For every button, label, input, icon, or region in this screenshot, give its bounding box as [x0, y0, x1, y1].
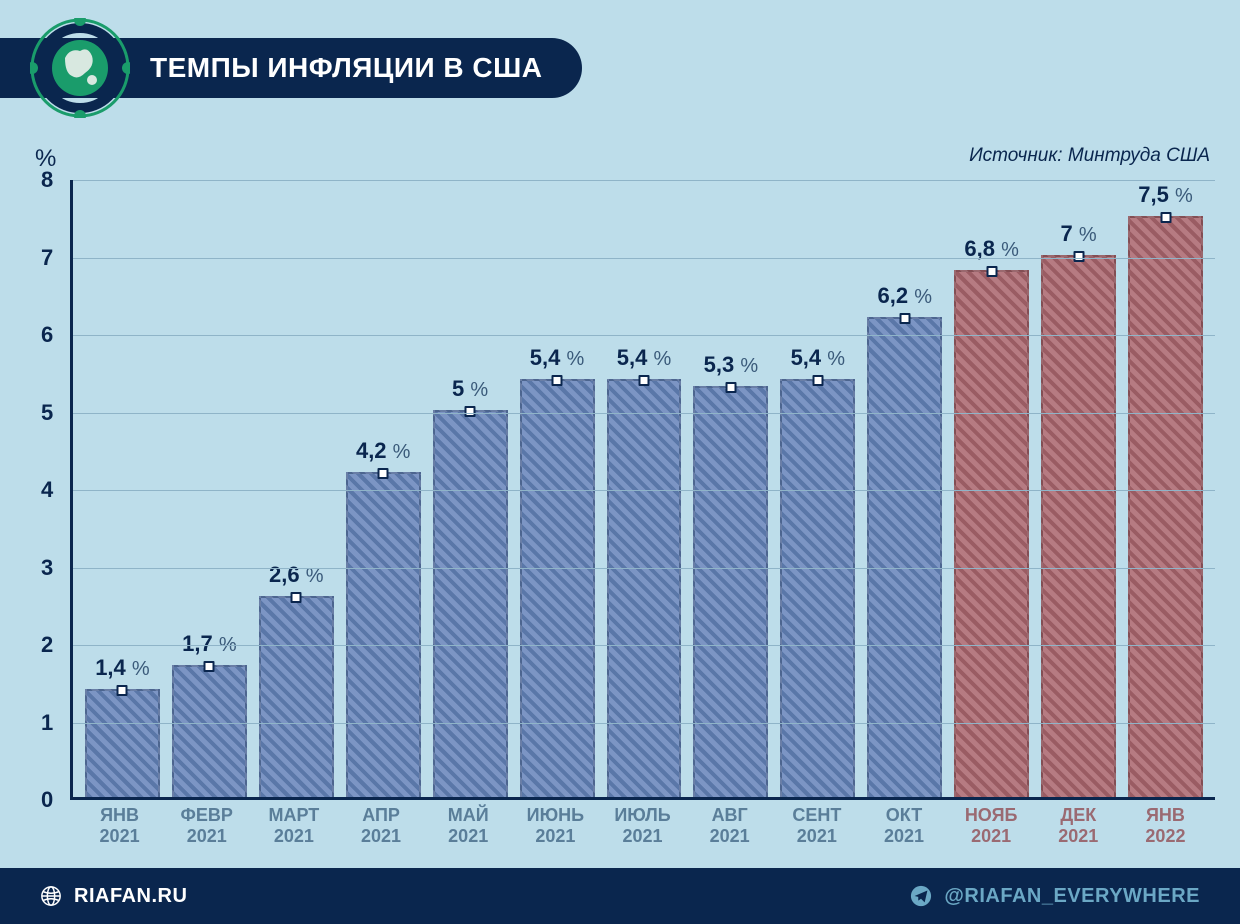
bar-marker: [725, 382, 736, 393]
bar-slot: 5,4 %: [780, 379, 855, 798]
plot-area: 1,4 %1,7 %2,6 %4,2 %5 %5,4 %5,4 %5,3 %5,…: [70, 180, 1215, 800]
gridline: [73, 258, 1215, 259]
bar-value-label: 7 %: [1061, 221, 1097, 247]
y-tick: 5: [41, 400, 53, 426]
y-tick: 0: [41, 787, 53, 813]
gridline: [73, 180, 1215, 181]
bar-value-label: 5 %: [452, 376, 488, 402]
y-tick: 8: [41, 167, 53, 193]
bar: 5,4 %: [520, 379, 595, 798]
gridline: [73, 490, 1215, 491]
bar: 6,2 %: [867, 317, 942, 798]
bar-slot: 5,3 %: [693, 386, 768, 797]
globe-icon: [30, 18, 130, 118]
gridline: [73, 568, 1215, 569]
x-tick-label: НОЯБ2021: [954, 805, 1029, 846]
bar-marker: [204, 661, 215, 672]
y-tick: 2: [41, 632, 53, 658]
bar-marker: [465, 406, 476, 417]
footer-handle-text: @RIAFAN_EVERYWHERE: [944, 885, 1200, 908]
bar-slot: 4,2 %: [346, 472, 421, 798]
gridline: [73, 413, 1215, 414]
bar-slot: 6,2 %: [867, 317, 942, 798]
bar: 5,4 %: [780, 379, 855, 798]
bar-value-label: 5,4 %: [530, 345, 585, 371]
y-tick: 4: [41, 477, 53, 503]
bar-slot: 7,5 %: [1128, 216, 1203, 797]
web-icon: [40, 885, 62, 907]
gridline: [73, 723, 1215, 724]
bar-slot: 2,6 %: [259, 596, 334, 798]
footer-bar: RIAFAN.RU @RIAFAN_EVERYWHERE: [0, 868, 1240, 924]
x-tick-label: ДЕК2021: [1041, 805, 1116, 846]
bar-marker: [378, 468, 389, 479]
bar: 2,6 %: [259, 596, 334, 798]
bar-marker: [638, 375, 649, 386]
bar-marker: [117, 685, 128, 696]
y-tick: 3: [41, 555, 53, 581]
source-label: Источник: Минтруда США: [969, 145, 1210, 167]
bar-value-label: 7,5 %: [1138, 182, 1193, 208]
x-tick-label: ОКТ2021: [866, 805, 941, 846]
inflation-chart: % 1,4 %1,7 %2,6 %4,2 %5 %5,4 %5,4 %5,3 %…: [35, 180, 1215, 830]
x-tick-label: АВГ2021: [692, 805, 767, 846]
x-tick-label: ЯНВ2021: [82, 805, 157, 846]
bar: 1,4 %: [85, 689, 160, 798]
x-tick-label: МАЙ2021: [431, 805, 506, 846]
x-tick-label: СЕНТ2021: [779, 805, 854, 846]
footer-handle: @RIAFAN_EVERYWHERE: [910, 885, 1200, 908]
bar-marker: [552, 375, 563, 386]
bar-marker: [291, 592, 302, 603]
x-tick-label: ФЕВР2021: [169, 805, 244, 846]
bar: 5,3 %: [693, 386, 768, 797]
y-tick: 7: [41, 245, 53, 271]
x-tick-label: ЯНВ2022: [1128, 805, 1203, 846]
bar: 5,4 %: [607, 379, 682, 798]
bar-slot: 6,8 %: [954, 270, 1029, 797]
bar: 7,5 %: [1128, 216, 1203, 797]
x-tick-label: ИЮНЬ2021: [518, 805, 593, 846]
y-tick: 1: [41, 710, 53, 736]
bar-marker: [1160, 212, 1171, 223]
x-tick-label: МАРТ2021: [256, 805, 331, 846]
bar-slot: 5,4 %: [520, 379, 595, 798]
bar-value-label: 5,3 %: [704, 352, 759, 378]
footer-site-text: RIAFAN.RU: [74, 885, 187, 908]
footer-site: RIAFAN.RU: [40, 885, 187, 908]
bar-marker: [899, 313, 910, 324]
bar-value-label: 5,4 %: [617, 345, 672, 371]
bar-marker: [986, 266, 997, 277]
bar-slot: 1,7 %: [172, 665, 247, 797]
x-tick-label: ИЮЛЬ2021: [605, 805, 680, 846]
bar-value-label: 5,4 %: [791, 345, 846, 371]
bar-value-label: 6,2 %: [877, 283, 932, 309]
bar-value-label: 4,2 %: [356, 438, 411, 464]
bar: 4,2 %: [346, 472, 421, 798]
bar-value-label: 2,6 %: [269, 562, 324, 588]
bars-container: 1,4 %1,7 %2,6 %4,2 %5 %5,4 %5,4 %5,3 %5,…: [73, 180, 1215, 797]
gridline: [73, 335, 1215, 336]
telegram-icon: [910, 885, 932, 907]
x-axis-labels: ЯНВ2021 ФЕВР2021 МАРТ2021 АПР2021 МАЙ2021 ИЮН…: [70, 805, 1215, 846]
gridline: [73, 645, 1215, 646]
bar: 1,7 %: [172, 665, 247, 797]
bar-slot: 5 %: [433, 410, 508, 798]
bar-marker: [1073, 251, 1084, 262]
bar-slot: 1,4 %: [85, 689, 160, 798]
bar-slot: 5,4 %: [607, 379, 682, 798]
bar-marker: [812, 375, 823, 386]
chart-title: ТЕМПЫ ИНФЛЯЦИИ В США: [150, 52, 542, 84]
bar: 6,8 %: [954, 270, 1029, 797]
bar: 5 %: [433, 410, 508, 798]
y-tick: 6: [41, 322, 53, 348]
x-tick-label: АПР2021: [343, 805, 418, 846]
bar-value-label: 1,4 %: [95, 655, 150, 681]
